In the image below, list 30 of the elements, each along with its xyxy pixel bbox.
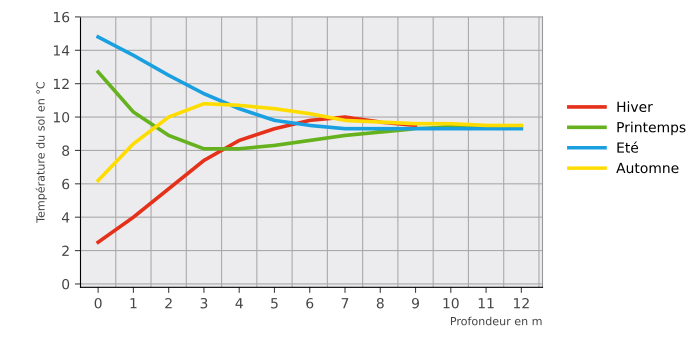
x-tick-label: 7	[342, 298, 348, 308]
x-tick-label: 12	[514, 298, 529, 308]
legend-label: Hiver	[617, 101, 653, 112]
x-tick-label: 5	[271, 298, 278, 308]
x-tick-label: 6	[306, 298, 314, 308]
x-tick-label: 4	[235, 298, 243, 308]
y-tick-label: 14	[54, 45, 70, 56]
x-tick-label: 2	[165, 298, 172, 308]
y-tick-label: 16	[54, 12, 70, 22]
x-tick-label: 3	[200, 298, 208, 308]
x-tick-label: 1	[130, 298, 137, 308]
line-series	[96, 102, 524, 182]
legend-label: Printemps	[617, 122, 686, 136]
x-tick-label: 11	[478, 298, 494, 308]
y-tick-label: 8	[62, 145, 70, 156]
x-tick-label: 8	[376, 298, 384, 308]
x-tick-label: 10	[443, 298, 459, 308]
y-tick-label: 10	[54, 112, 70, 123]
y-tick-label: 12	[54, 78, 69, 89]
legend-label: Automne	[616, 162, 678, 174]
x-tick-label: 9	[412, 298, 419, 308]
x-tick-label: 0	[94, 298, 102, 308]
y-tick-label: 0	[62, 278, 70, 290]
y-axis-title: Température du sol en °C	[36, 82, 47, 223]
line-series	[96, 35, 524, 131]
legend-label: Eté	[617, 141, 638, 153]
y-tick-label: 2	[62, 246, 69, 256]
x-axis-title: Profondeur en m	[450, 316, 542, 326]
y-tick-label: 4	[62, 212, 70, 222]
y-tick-label: 6	[62, 178, 70, 190]
